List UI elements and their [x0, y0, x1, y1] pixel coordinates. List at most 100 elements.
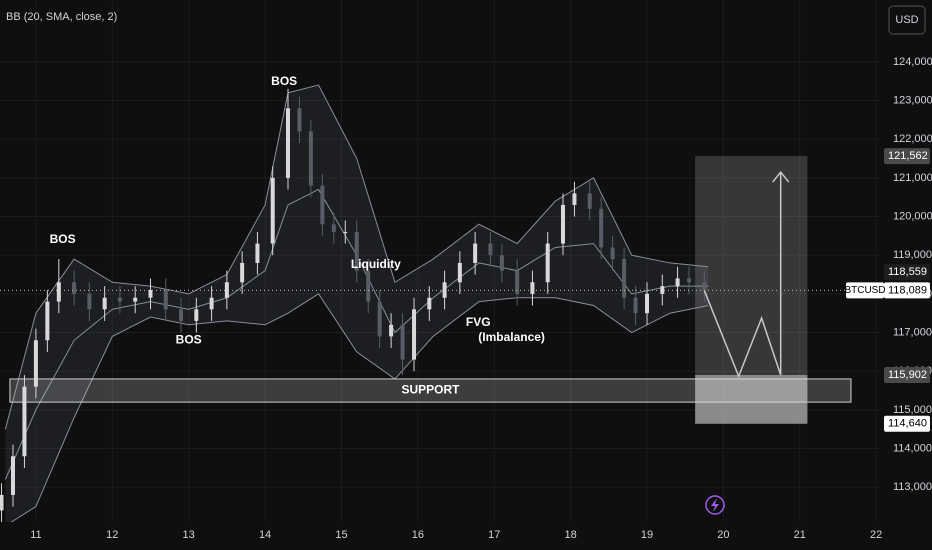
bollinger-band [5, 85, 709, 526]
price-tag-label: 121,562 [888, 150, 928, 162]
projection-path [703, 172, 782, 379]
candle-body [194, 309, 199, 321]
candle-body [10, 456, 15, 495]
candle-body [412, 309, 417, 360]
indicator-label: BB (20, SMA, close, 2) [6, 11, 117, 23]
candle-body [622, 259, 627, 298]
price-tag-label: 118,559 [888, 266, 927, 278]
y-tick-label: 113,000 [893, 481, 932, 493]
projection-arrowhead [772, 170, 790, 183]
candle-body [366, 270, 371, 302]
candle-body [645, 293, 650, 314]
y-tick-label: 123,000 [893, 94, 932, 106]
price-tag [884, 415, 930, 432]
candle-body [499, 255, 504, 271]
candle-body [179, 309, 184, 321]
y-tick-label: 124,000 [893, 56, 932, 68]
candle-body [56, 282, 61, 302]
candle-body [209, 297, 214, 310]
candle-body [354, 232, 359, 271]
candle-body [343, 232, 348, 233]
candle-body [560, 204, 565, 244]
bollinger-lower [5, 293, 709, 527]
candle-body [255, 243, 260, 263]
candle-body [72, 282, 77, 294]
target-zone [695, 156, 808, 375]
currency-button[interactable] [888, 5, 926, 35]
bollinger-upper [4, 84, 709, 430]
annotation: FVG [466, 315, 491, 329]
bollinger-middle [4, 188, 709, 480]
candle-body [0, 494, 4, 511]
price-tag-label: 118,089 [888, 284, 927, 296]
candle-body [22, 386, 27, 457]
x-tick-label: 11 [30, 529, 41, 541]
candle-body [633, 297, 638, 314]
candle-body [545, 243, 550, 283]
candle-body [610, 247, 615, 260]
y-tick-label: 114,000 [893, 442, 932, 454]
candle-body [389, 324, 394, 337]
candle-body [660, 286, 665, 294]
x-tick-label: 19 [641, 529, 653, 541]
candle-body [702, 282, 707, 291]
x-tick-label: 17 [488, 529, 500, 541]
x-tick-label: 15 [335, 529, 347, 541]
price-tag [884, 282, 930, 299]
y-tick-label: 119,000 [893, 249, 932, 261]
price-tag [884, 366, 930, 383]
time-axis-bg [0, 522, 932, 550]
annotation: BOS [50, 232, 76, 246]
x-tick-label: 22 [870, 529, 882, 541]
x-tick-label: 21 [794, 529, 806, 541]
currency-label[interactable]: USD [895, 14, 918, 26]
annotation: BOS [176, 332, 202, 346]
candle-body [488, 243, 493, 256]
x-tick-label: 18 [565, 529, 577, 541]
symbol-label: BTCUSD [844, 285, 885, 296]
candle-body [308, 131, 313, 186]
stop-zone [695, 374, 808, 424]
candle-body [587, 193, 592, 209]
candle-body [117, 297, 122, 302]
y-tick-label: 115,000 [893, 404, 932, 416]
y-tick-label: 117,000 [893, 326, 932, 338]
candle-body [224, 282, 229, 298]
support-label: SUPPORT [401, 383, 460, 397]
price-tag [884, 264, 930, 281]
candle-body [530, 282, 535, 294]
price-tag-label: 114,640 [888, 418, 927, 430]
candle-body [163, 290, 168, 310]
support-zone [9, 378, 852, 403]
price-tag-label: 115,902 [888, 369, 927, 381]
x-tick-label: 16 [412, 529, 424, 541]
candle-body [377, 301, 382, 337]
candle-body [102, 297, 107, 310]
symbol-tag [846, 282, 884, 299]
candle-body [515, 270, 520, 294]
candle-body [45, 301, 50, 341]
x-tick-label: 13 [183, 529, 195, 541]
candle-body [687, 278, 692, 283]
annotation: (Imbalance) [478, 330, 545, 344]
y-tick-label: 121,000 [893, 172, 932, 184]
x-tick-label: 12 [106, 529, 118, 541]
candle-body [331, 224, 336, 232]
candle-body [400, 324, 405, 360]
bolt-icon [705, 495, 725, 515]
candle-body [285, 108, 290, 178]
candle-body [599, 208, 604, 248]
candle-body [675, 278, 680, 287]
candle-body [33, 340, 38, 387]
annotation: Liquidity [351, 257, 401, 271]
annotation: BOS [271, 74, 297, 88]
candle-body [572, 193, 577, 205]
x-tick-label: 14 [259, 529, 271, 541]
y-tick-label: 120,000 [893, 210, 932, 222]
candle-body [320, 185, 325, 225]
price-tag [884, 148, 930, 165]
candle-body [148, 290, 153, 298]
candle-body [133, 297, 138, 302]
